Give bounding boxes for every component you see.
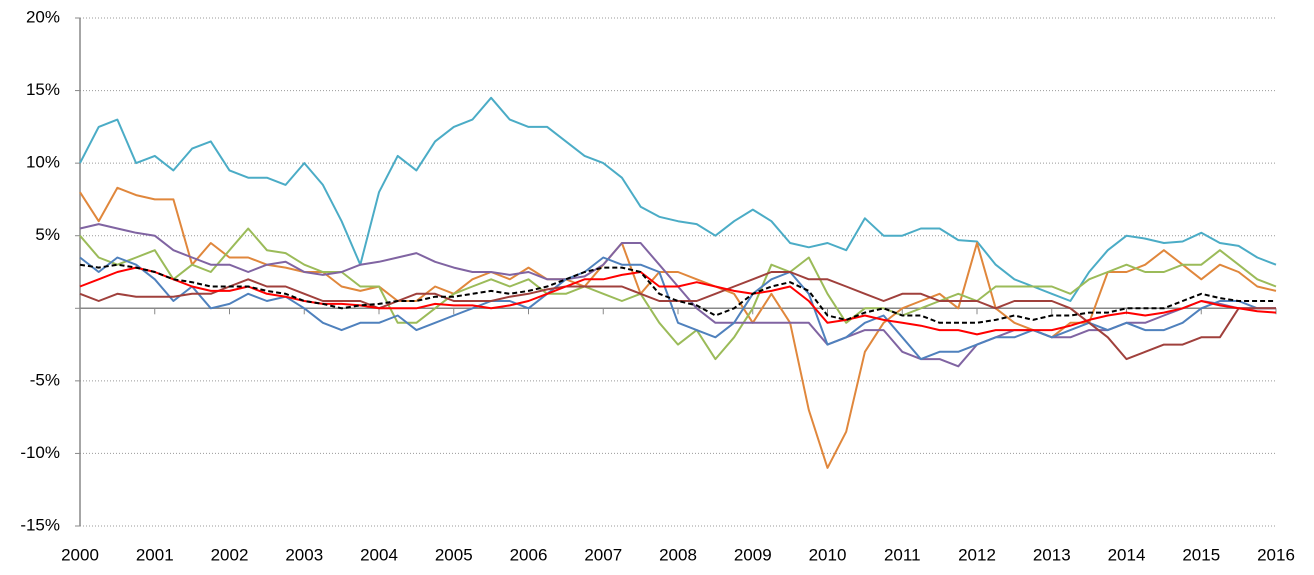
- x-tick-label: 2004: [360, 545, 398, 564]
- y-tick-label: 10%: [26, 153, 60, 172]
- x-tick-label: 2003: [285, 545, 323, 564]
- series-line: [79, 96, 1277, 302]
- x-tick-label: 2010: [809, 545, 847, 564]
- x-tick-label: 2015: [1182, 545, 1220, 564]
- x-tick-label: 2008: [659, 545, 697, 564]
- x-tick-label: 2007: [584, 545, 622, 564]
- x-tick-label: 2002: [211, 545, 249, 564]
- x-tick-label: 2000: [61, 545, 99, 564]
- y-tick-label: -15%: [20, 515, 60, 534]
- series-line: [79, 266, 1277, 336]
- y-tick-label: 15%: [26, 80, 60, 99]
- series-line: [79, 263, 1276, 324]
- x-tick-label: 2013: [1033, 545, 1071, 564]
- x-tick-label: 2001: [136, 545, 174, 564]
- y-tick-label: 5%: [35, 225, 60, 244]
- x-tick-label: 2005: [435, 545, 473, 564]
- x-tick-label: 2006: [510, 545, 548, 564]
- y-tick-label: 20%: [26, 7, 60, 26]
- x-tick-label: 2014: [1108, 545, 1146, 564]
- x-tick-label: 2009: [734, 545, 772, 564]
- x-tick-label: 2012: [958, 545, 996, 564]
- series-line: [79, 227, 1277, 361]
- x-tick-label: 2016: [1257, 545, 1295, 564]
- series-line: [79, 256, 1276, 361]
- x-tick-label: 2011: [884, 545, 921, 564]
- y-tick-label: -10%: [20, 443, 60, 462]
- y-tick-label: -5%: [30, 370, 60, 389]
- series-line: [79, 271, 1276, 361]
